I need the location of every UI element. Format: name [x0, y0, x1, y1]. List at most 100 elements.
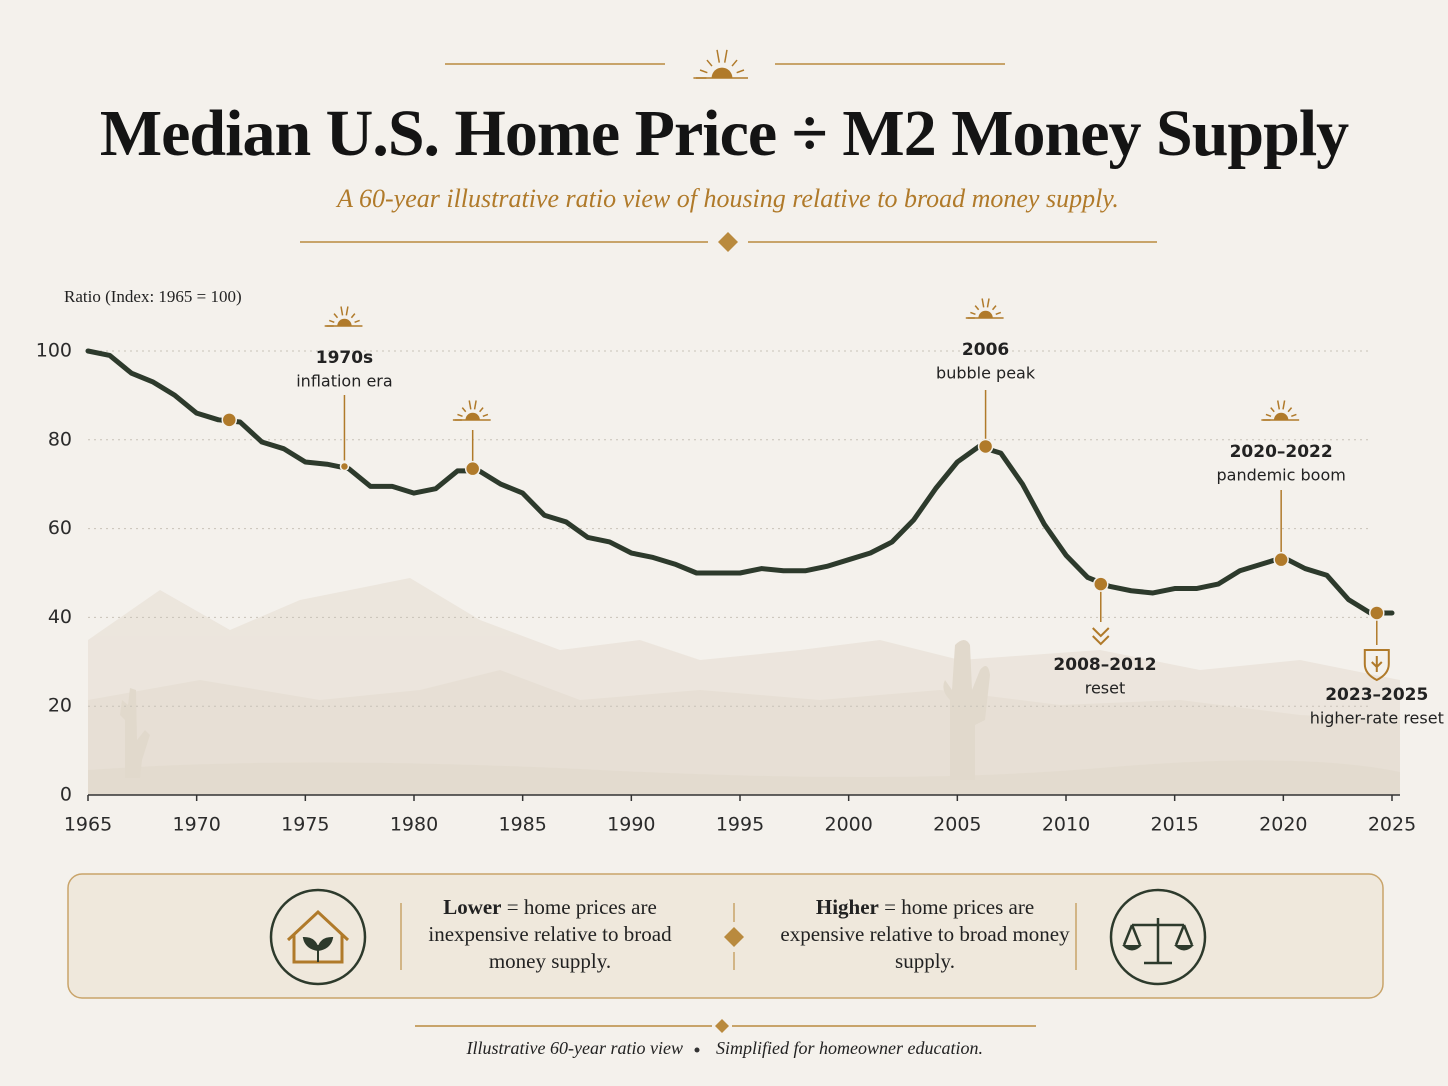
annotation-title: 2023–2025 [1325, 685, 1428, 705]
annotation-point [1369, 605, 1385, 621]
annotation-title: 2008–2012 [1053, 655, 1156, 675]
annotation-text: bubble peak [936, 364, 1036, 383]
x-tick-label: 2020 [1259, 814, 1307, 836]
marker-point [221, 412, 238, 428]
marker-point [464, 460, 481, 477]
sun-ray [723, 49, 728, 63]
header-ornament [300, 63, 1157, 1027]
sun-ray [716, 49, 721, 63]
legend-note: Lower = home prices are inexpensive rela… [405, 894, 695, 975]
data-line [85, 348, 1395, 616]
sun-ray [473, 400, 477, 410]
annotation-title: 1970s [316, 348, 373, 368]
sun-ray [333, 313, 339, 319]
annotation-point [339, 461, 350, 472]
chart-title: Median U.S. Home Price ÷ M2 Money Supply [99, 97, 1349, 170]
y-tick-label: 80 [48, 428, 72, 450]
sun-ray [731, 59, 738, 67]
note-text: = home prices are expensive relative to … [780, 895, 1070, 973]
y-tick-label: 20 [48, 695, 72, 717]
sun-ray [1270, 407, 1275, 413]
sun-ray [350, 313, 356, 319]
chevron-icon [1092, 627, 1110, 646]
x-tick-label: 1970 [172, 814, 220, 836]
sun [1273, 412, 1289, 420]
separator-dot [694, 1047, 700, 1053]
sprout [302, 936, 334, 962]
scale-icon [1109, 888, 1207, 986]
x-tick-label: 2005 [933, 814, 981, 836]
sun [465, 412, 480, 420]
sun-icon [965, 298, 1004, 319]
annotation-text: inflation era [296, 372, 392, 391]
sun-icon [693, 49, 748, 79]
x-tick-label: 1965 [64, 814, 112, 836]
sun [711, 67, 733, 78]
note-term: Lower [443, 895, 502, 919]
sun-icon [452, 400, 491, 421]
annotation-point [1093, 576, 1109, 592]
sun-icon [324, 306, 363, 327]
x-tick-label: 2025 [1368, 814, 1416, 836]
annotation-title: 2020–2022 [1230, 442, 1333, 462]
y-tick-label: 100 [36, 340, 72, 362]
diamond [724, 927, 744, 947]
sun-icon [1261, 400, 1300, 421]
y-axis-label: Ratio (Index: 1965 = 100) [64, 287, 242, 306]
sun-ray [1291, 413, 1297, 418]
footer-text: Illustrative 60-year ratio view [466, 1038, 683, 1058]
pans [1122, 945, 1194, 951]
annotation-text: higher-rate reset [1310, 709, 1444, 728]
sun-ray [736, 69, 745, 74]
icon-ring [1109, 888, 1207, 986]
sun [978, 310, 993, 318]
sun-ray [706, 59, 713, 67]
diamond [718, 232, 738, 252]
x-tick-label: 1990 [607, 814, 655, 836]
y-tick-label: 0 [60, 784, 72, 806]
sun-ray [699, 69, 708, 74]
x-tick-label: 2015 [1150, 814, 1198, 836]
annotation-text: reset [1085, 679, 1126, 698]
house-icon [269, 888, 367, 986]
sun-ray [974, 305, 980, 311]
chart-subtitle: A 60-year illustrative ratio view of hou… [337, 184, 1119, 213]
cactus [943, 640, 990, 780]
scale [1122, 918, 1194, 965]
annotation-point [1273, 551, 1289, 568]
sun-ray [1265, 413, 1272, 418]
sun-ray [340, 306, 344, 316]
x-tick-label: 1975 [281, 814, 329, 836]
sun-ray [345, 306, 349, 316]
annotation-text: pandemic boom [1216, 466, 1345, 485]
shield-icon [1363, 649, 1390, 682]
ground [88, 760, 1400, 795]
note-text: = home prices are inexpensive relative t… [428, 895, 672, 973]
annotation-point [977, 438, 994, 455]
y-tick-label: 40 [48, 606, 72, 628]
x-tick-label: 1980 [390, 814, 438, 836]
diamond [715, 1019, 729, 1033]
icon-ring [269, 888, 367, 986]
sun-ray [986, 298, 990, 308]
cactus [120, 688, 150, 778]
legend-dividers [400, 903, 1077, 970]
sun-ray [479, 407, 484, 413]
note-term: Higher [815, 895, 879, 919]
sun-ray [1276, 400, 1281, 410]
sun-ray [970, 311, 976, 316]
legend-note: Higher = home prices are expensive relat… [780, 894, 1070, 975]
x-tick-label: 2000 [824, 814, 872, 836]
landscape [88, 578, 1400, 795]
sun-ray [461, 407, 467, 413]
sun-ray [995, 311, 1002, 316]
footer-text: Simplified for homeowner education. [716, 1038, 983, 1058]
sun-ray [1282, 400, 1286, 410]
annotation-title: 2006 [962, 340, 1009, 360]
sun-ray [482, 413, 489, 418]
sun-ray [457, 413, 463, 418]
sun [337, 318, 352, 326]
